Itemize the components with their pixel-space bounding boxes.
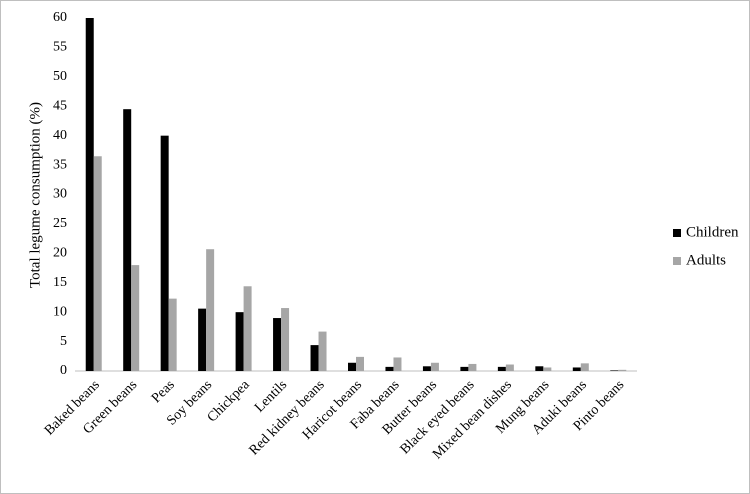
bar <box>543 367 552 371</box>
bar <box>385 366 394 371</box>
bar <box>310 345 319 371</box>
y-tick-label: 40 <box>53 128 67 143</box>
bar <box>422 366 431 371</box>
y-tick-label: 55 <box>53 40 67 55</box>
bar <box>460 366 469 371</box>
y-tick-label: 5 <box>60 334 67 349</box>
bar <box>243 286 252 371</box>
bar <box>85 18 94 371</box>
y-tick-label: 45 <box>53 98 67 113</box>
bar <box>273 318 282 371</box>
bar <box>505 364 514 371</box>
legend-swatch <box>673 257 681 265</box>
bar <box>348 362 356 371</box>
y-tick-label: 25 <box>53 216 67 231</box>
bar <box>168 298 177 371</box>
y-axis-label: Total legume consumption (%) <box>27 102 43 288</box>
bar <box>618 369 627 371</box>
bar <box>93 156 102 371</box>
y-tick-label: 60 <box>53 10 67 25</box>
bar <box>572 367 581 371</box>
bar <box>468 363 477 371</box>
bar <box>281 308 290 371</box>
y-tick-label: 15 <box>53 275 67 290</box>
y-tick-label: 30 <box>53 187 67 202</box>
legend-label: Children <box>686 224 739 240</box>
y-tick-label: 50 <box>53 69 67 84</box>
legend-swatch <box>673 229 681 237</box>
bar <box>497 366 506 371</box>
y-tick-label: 35 <box>53 157 67 172</box>
bar <box>430 362 439 371</box>
legend-label: Adults <box>686 252 726 268</box>
bar <box>131 265 140 371</box>
bar <box>610 370 619 371</box>
bar <box>356 356 364 371</box>
y-tick-label: 20 <box>53 246 67 261</box>
bar <box>393 357 402 371</box>
bar <box>206 249 215 371</box>
bar <box>235 312 244 371</box>
y-tick-label: 0 <box>60 363 67 378</box>
y-tick-label: 10 <box>53 304 67 319</box>
bar <box>160 135 169 371</box>
bar <box>198 308 207 371</box>
bar <box>318 331 327 371</box>
bar <box>123 109 132 372</box>
bar <box>535 366 544 371</box>
bar <box>580 363 589 371</box>
